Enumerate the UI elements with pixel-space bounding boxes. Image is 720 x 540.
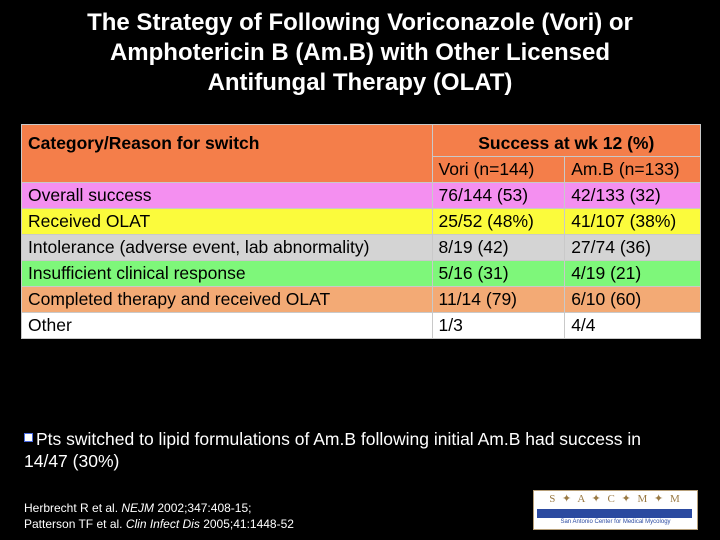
row-vori: 25/52 (48%) xyxy=(431,208,566,235)
row-category: Insufficient clinical response xyxy=(21,260,433,287)
ref1-details: 2002;347:408-15; xyxy=(154,501,252,515)
logo-subtitle: San Antonio Center for Medical Mycology xyxy=(560,519,671,525)
ref2-details: 2005;41:1448-52 xyxy=(199,517,294,531)
row-amb: 4/4 xyxy=(564,312,701,339)
table-row: Overall success 76/144 (53) 42/133 (32) xyxy=(21,182,701,209)
logo-bar xyxy=(537,509,692,518)
table-row: Insufficient clinical response 5/16 (31)… xyxy=(21,260,701,287)
row-category: Completed therapy and received OLAT xyxy=(21,286,433,313)
header-success: Success at wk 12 (%) xyxy=(431,124,702,157)
ref2-journal: Clin Infect Dis xyxy=(125,517,200,531)
table-row: Intolerance (adverse event, lab abnormal… xyxy=(21,234,701,261)
logo-letters: S ✦ A ✦ C ✦ M ✦ M xyxy=(549,493,682,505)
row-amb: 6/10 (60) xyxy=(564,286,701,313)
title-line-3: Antifungal Therapy (OLAT) xyxy=(207,69,513,96)
row-amb: 4/19 (21) xyxy=(564,260,701,287)
title-line-1: The Strategy of Following Voriconazole (… xyxy=(87,9,633,36)
table-row: Completed therapy and received OLAT 11/1… xyxy=(21,286,701,313)
header-category: Category/Reason for switch xyxy=(21,124,433,183)
ref2-authors: Patterson TF et al. xyxy=(24,517,126,531)
row-amb: 41/107 (38%) xyxy=(564,208,701,235)
row-vori: 1/3 xyxy=(431,312,566,339)
row-category: Intolerance (adverse event, lab abnormal… xyxy=(21,234,433,261)
reference-2: Patterson TF et al. Clin Infect Dis 2005… xyxy=(24,516,294,532)
ref1-authors: Herbrecht R et al. xyxy=(24,501,122,515)
row-vori: 8/19 (42) xyxy=(431,234,566,261)
row-amb: 42/133 (32) xyxy=(564,182,701,209)
table-subheader-row: Vori (n=144) Am.B (n=133) xyxy=(22,156,701,183)
row-category: Overall success xyxy=(21,182,433,209)
footnote: Pts switched to lipid formulations of Am… xyxy=(24,428,684,472)
header-amb: Am.B (n=133) xyxy=(564,156,701,183)
reference-1: Herbrecht R et al. NEJM 2002;347:408-15; xyxy=(24,500,294,516)
row-category: Other xyxy=(21,312,433,339)
row-category: Received OLAT xyxy=(21,208,433,235)
footnote-text: Pts switched to lipid formulations of Am… xyxy=(24,429,641,471)
header-vori: Vori (n=144) xyxy=(431,156,566,183)
bullet-icon xyxy=(24,433,33,442)
table-row: Other 1/3 4/4 xyxy=(21,312,701,339)
title-line-2: Amphotericin B (Am.B) with Other License… xyxy=(109,39,611,66)
row-amb: 27/74 (36) xyxy=(564,234,701,261)
table-header-row: Category/Reason for switch Success at wk… xyxy=(21,124,702,183)
ref1-journal: NEJM xyxy=(121,501,155,515)
sacmm-logo: S ✦ A ✦ C ✦ M ✦ M San Antonio Center for… xyxy=(533,490,698,530)
references: Herbrecht R et al. NEJM 2002;347:408-15;… xyxy=(24,500,294,532)
results-table: Category/Reason for switch Success at wk… xyxy=(21,124,702,339)
slide-title: The Strategy of Following Voriconazole (… xyxy=(0,8,720,98)
row-vori: 11/14 (79) xyxy=(431,286,566,313)
row-vori: 5/16 (31) xyxy=(431,260,566,287)
table-row: Received OLAT 25/52 (48%) 41/107 (38%) xyxy=(21,208,701,235)
row-vori: 76/144 (53) xyxy=(431,182,566,209)
